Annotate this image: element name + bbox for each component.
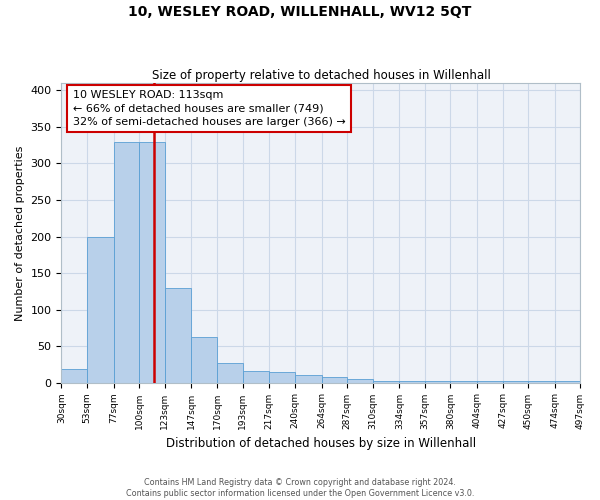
Text: 10 WESLEY ROAD: 113sqm
← 66% of detached houses are smaller (749)
32% of semi-de: 10 WESLEY ROAD: 113sqm ← 66% of detached… <box>73 90 345 127</box>
Bar <box>322 376 347 382</box>
Bar <box>165 288 191 382</box>
X-axis label: Distribution of detached houses by size in Willenhall: Distribution of detached houses by size … <box>166 437 476 450</box>
Bar <box>217 363 242 382</box>
Bar <box>425 381 451 382</box>
Bar <box>528 381 555 382</box>
Bar <box>400 381 425 382</box>
Bar <box>451 381 477 382</box>
Bar <box>139 142 165 382</box>
Text: Contains HM Land Registry data © Crown copyright and database right 2024.
Contai: Contains HM Land Registry data © Crown c… <box>126 478 474 498</box>
Bar <box>373 381 400 382</box>
Text: 10, WESLEY ROAD, WILLENHALL, WV12 5QT: 10, WESLEY ROAD, WILLENHALL, WV12 5QT <box>128 5 472 19</box>
Title: Size of property relative to detached houses in Willenhall: Size of property relative to detached ho… <box>152 69 490 82</box>
Bar <box>113 142 139 382</box>
Bar <box>269 372 295 382</box>
Bar <box>503 381 528 382</box>
Bar <box>242 371 269 382</box>
Bar <box>61 370 87 382</box>
Bar <box>555 381 580 382</box>
Bar <box>347 379 373 382</box>
Y-axis label: Number of detached properties: Number of detached properties <box>15 145 25 320</box>
Bar <box>295 376 322 382</box>
Bar <box>87 236 113 382</box>
Bar <box>191 336 217 382</box>
Bar <box>477 381 503 382</box>
